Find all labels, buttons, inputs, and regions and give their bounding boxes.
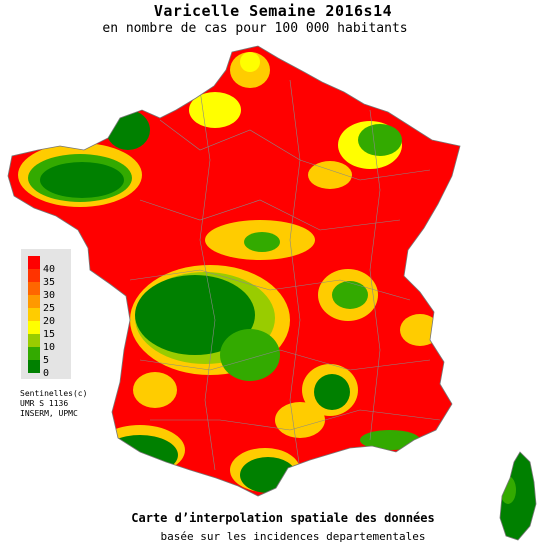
legend-label-0: 0 <box>43 368 50 379</box>
legend-label-25: 25 <box>43 303 56 314</box>
legend-swatch-10 <box>28 334 40 347</box>
map-subtitle: en nombre de cas pour 100 000 habitants <box>102 21 408 36</box>
legend-label-40: 40 <box>43 264 56 275</box>
credits-line-2: UMR S 1136 <box>20 399 69 408</box>
legend-swatch-30 <box>28 282 40 295</box>
legend-label-35: 35 <box>43 277 56 288</box>
legend-swatch-5 <box>28 347 40 360</box>
legend-swatch-20 <box>28 308 40 321</box>
legend-swatch-35 <box>28 269 40 282</box>
legend-label-15: 15 <box>43 329 56 340</box>
credits-line-3: INSERM, UPMC <box>20 409 78 418</box>
map-title: Varicelle Semaine 2016s14 <box>153 2 393 20</box>
legend-swatch-0 <box>28 360 40 373</box>
legend: 40 35 30 25 20 15 10 5 0 <box>21 249 71 379</box>
credits: Sentinelles(c) UMR S 1136 INSERM, UPMC <box>20 389 87 419</box>
mainland-outline <box>7 45 461 497</box>
footer-caption: Carte d’interpolation spatiale des donné… <box>131 511 435 525</box>
credits-line-1: Sentinelles(c) <box>20 389 88 398</box>
legend-swatch-40 <box>28 256 40 269</box>
legend-label-20: 20 <box>43 316 56 327</box>
legend-label-30: 30 <box>43 290 56 301</box>
legend-label-5: 5 <box>43 355 50 366</box>
legend-label-10: 10 <box>43 342 56 353</box>
legend-swatch-15 <box>28 321 40 334</box>
footer-subcaption: basée sur les incidences departementales <box>160 530 426 543</box>
legend-swatch-25 <box>28 295 40 308</box>
corsica-outline <box>499 451 537 541</box>
